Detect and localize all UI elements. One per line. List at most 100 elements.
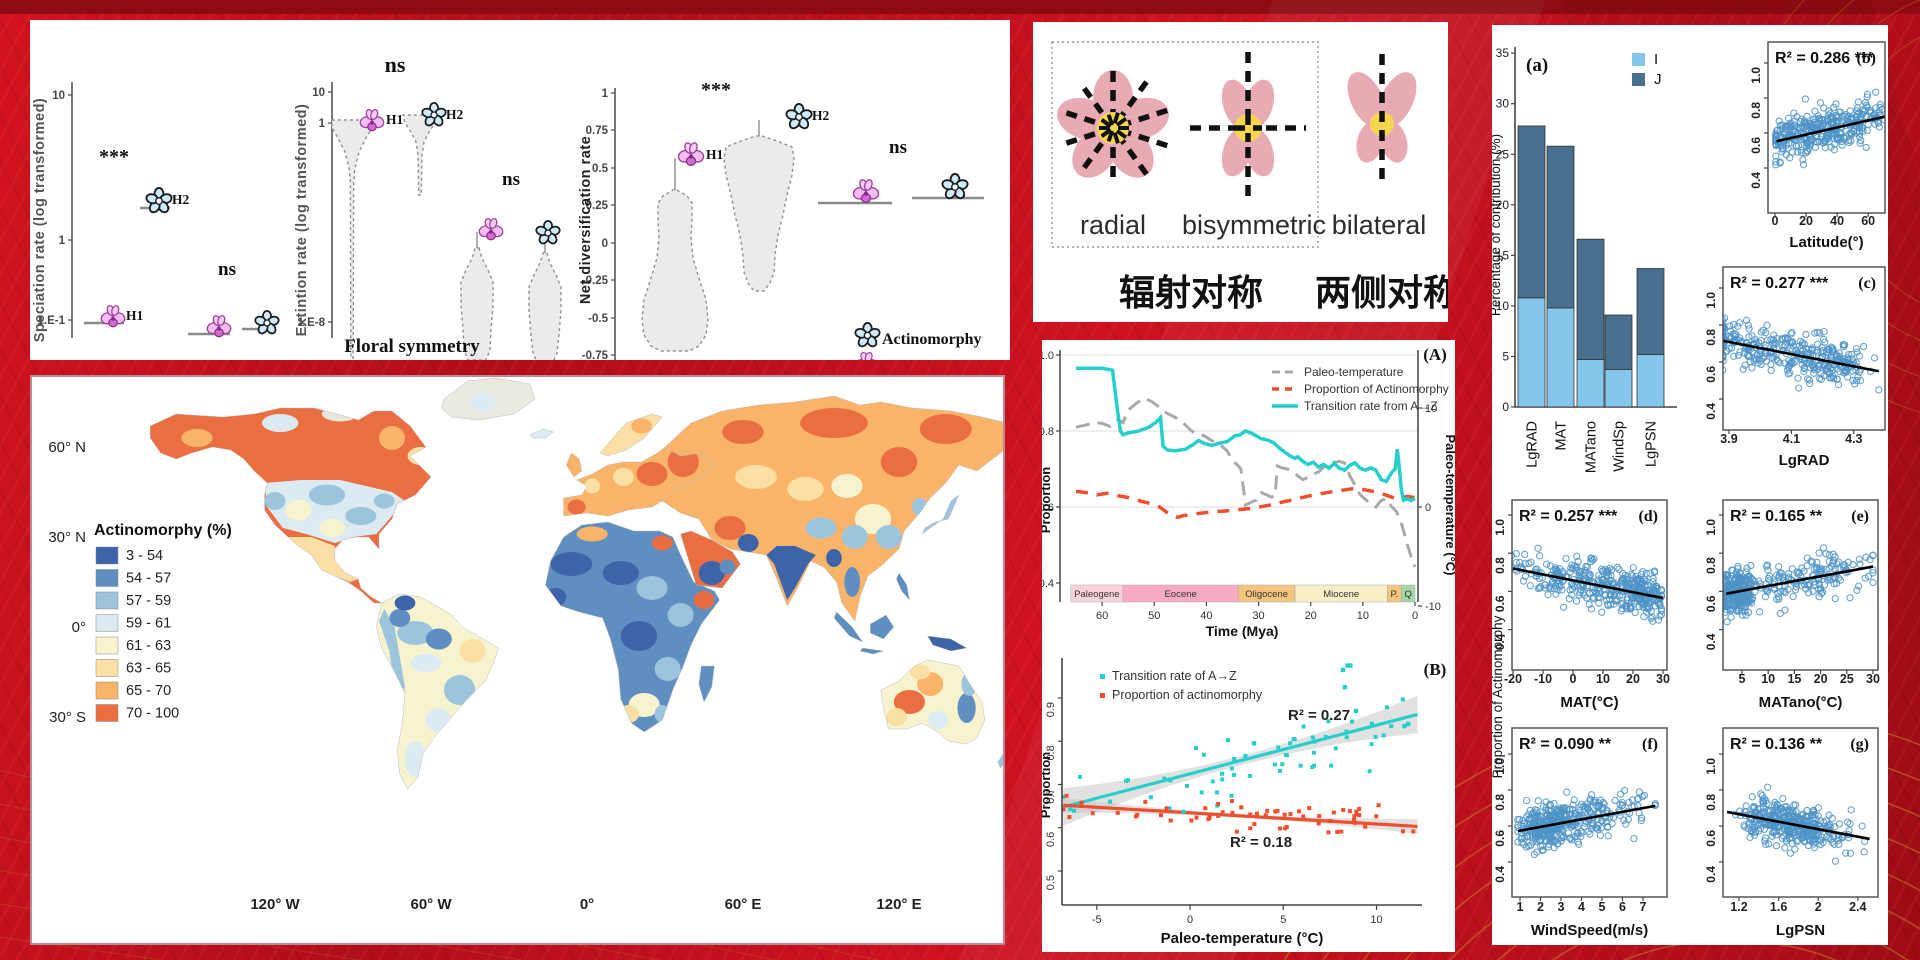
svg-text:0.6: 0.6 (1493, 595, 1507, 612)
svg-text:1.6: 1.6 (1770, 900, 1787, 914)
map-region-philippines (896, 573, 910, 600)
timeseries-A: Paleogene Eocene Oligocene Miocene P. Q 1.0 0.8… (1038, 345, 1458, 639)
svg-text:ns: ns (385, 52, 406, 77)
svg-text:H1: H1 (386, 112, 404, 127)
bar-J-LgRAD (1517, 125, 1546, 299)
scatter-e: 5 10 15 20 25 30 1.0 0.8 0.6 0.4 MATano(°C) R² = 0.… (1704, 499, 1880, 711)
map-legend-label: 61 - 63 (126, 638, 171, 654)
map-region-madagascar (698, 666, 715, 702)
svg-text:10: 10 (1596, 672, 1610, 686)
svg-text:5: 5 (1502, 349, 1509, 363)
svg-text:0.6: 0.6 (1704, 830, 1718, 847)
scatter-xlabel: LgRAD (1779, 452, 1830, 469)
map-legend-swatch (95, 569, 119, 587)
bar-I-LgPSN (1636, 354, 1665, 408)
symmetry-label: bilateral (1332, 210, 1427, 240)
bar-I-MATano (1576, 359, 1605, 408)
svg-text:2: 2 (1815, 900, 1822, 914)
svg-text:10: 10 (1370, 914, 1382, 926)
svg-text:0.8: 0.8 (1045, 745, 1057, 760)
bar-legend-label: J (1654, 71, 1662, 88)
svg-text:10: 10 (1496, 299, 1510, 313)
svg-text:25: 25 (1496, 147, 1510, 161)
scatter-d: -20 -10 0 10 20 30 1.0 0.8 0.6 0.4 MAT(°C) R² = 0.2… (1493, 499, 1670, 711)
bar-legend-label: I (1654, 51, 1658, 68)
map-legend-title: Actinomorphy (%) (94, 522, 232, 539)
map-legend-swatch (95, 636, 119, 655)
svg-text:10: 10 (1425, 403, 1437, 415)
svg-text:0: 0 (1502, 400, 1509, 414)
A-legend-label: Proportion of Actinomorphy (1304, 382, 1449, 396)
svg-text:10: 10 (1357, 610, 1369, 622)
violin-figure-panel: 10 1 1.E-1 Speciation rate (log transformed… (30, 20, 1010, 377)
svg-text:0.6: 0.6 (1704, 595, 1718, 612)
timeseries-B: 0.9 0.8 0.7 0.6 0.5 -5 0 5 10 Paleo-temperature (… (1038, 658, 1446, 947)
svg-text:1.0: 1.0 (1493, 758, 1507, 775)
svg-text:35: 35 (1496, 46, 1510, 60)
svg-text:60: 60 (1096, 610, 1108, 622)
svg-text:0: 0 (1570, 672, 1577, 686)
svg-text:-0.25: -0.25 (582, 275, 609, 287)
svg-text:0.8: 0.8 (1493, 794, 1507, 811)
svg-text:30: 30 (1656, 672, 1670, 686)
svg-text:1: 1 (602, 88, 609, 100)
map-region-java (860, 648, 884, 654)
map-xtick: 60° W (410, 896, 452, 913)
map-content: 60° N 30° N 0° 30° S 120° W 60° W 0° 60° E 120° … (48, 377, 1051, 913)
svg-text:25: 25 (1840, 672, 1854, 686)
svg-text:15: 15 (1787, 672, 1801, 686)
svg-text:0: 0 (602, 238, 608, 250)
scatter-shared-ylabel: Proportion of Actinomorphy (1492, 615, 1505, 778)
svg-text:0.25: 0.25 (586, 200, 609, 212)
svg-text:H2: H2 (446, 107, 464, 122)
scatter-panel-label: (b) (1856, 50, 1876, 67)
svg-text:10: 10 (1761, 672, 1775, 686)
svg-text:0.6: 0.6 (1704, 366, 1718, 383)
svg-text:0: 0 (1412, 610, 1418, 622)
svg-text:0.9: 0.9 (1045, 702, 1057, 717)
svg-text:1: 1 (319, 118, 326, 130)
map-legend-label: 3 - 54 (126, 548, 163, 564)
svg-text:0.4: 0.4 (1749, 172, 1763, 189)
scatter-xlabel: WindSpeed(m/s) (1531, 922, 1648, 939)
svg-text:0.6: 0.6 (1045, 832, 1057, 847)
bar-legend-swatch (1632, 73, 1645, 86)
svg-text:20: 20 (1814, 672, 1828, 686)
svg-text:30: 30 (1496, 97, 1510, 111)
scatter-r2: R² = 0.277 *** (1730, 275, 1829, 292)
A-legend-label: Transition rate from A→Z (1304, 399, 1438, 413)
svg-text:0: 0 (1187, 914, 1193, 926)
svg-text:ns: ns (889, 137, 907, 158)
scatter-r2: R² = 0.090 ** (1519, 736, 1612, 753)
svg-text:0.4: 0.4 (1493, 866, 1507, 883)
svg-text:Net diversification rate: Net diversification rate (578, 136, 594, 304)
symmetry-chinese-label: 两侧对称 (1315, 272, 1448, 313)
bar-I-LgRAD (1517, 297, 1546, 408)
svg-text:50: 50 (1148, 610, 1160, 622)
scatter-panel-label: (g) (1850, 736, 1869, 753)
scatter-b: 0 20 40 60 1.0 0.8 0.6 0.4 Latitude(°) R² = 0.286… (1749, 41, 1886, 251)
svg-text:1.E-1: 1.E-1 (38, 315, 66, 327)
svg-text:-0.75: -0.75 (582, 350, 609, 360)
svg-text:10: 10 (52, 90, 65, 102)
svg-text:1.0: 1.0 (1749, 67, 1763, 84)
svg-text:0.4: 0.4 (1704, 866, 1718, 883)
svg-text:40: 40 (1200, 610, 1212, 622)
svg-text:3: 3 (1558, 900, 1565, 914)
svg-text:Extintion rate (log transforme: Extintion rate (log transformed) (294, 104, 310, 337)
svg-text:0.7: 0.7 (1045, 789, 1057, 804)
svg-text:0.8: 0.8 (1493, 557, 1507, 574)
svg-text:0.4: 0.4 (1704, 403, 1718, 420)
svg-text:Speciation rate (log transform: Speciation rate (log transformed) (32, 98, 48, 343)
map-region-asia (662, 396, 1050, 621)
svg-text:2: 2 (1537, 900, 1544, 914)
A-ylabel-left: Proportion (1042, 467, 1053, 533)
svg-text:0.8: 0.8 (1042, 426, 1054, 438)
timeseries-figure: Paleogene Eocene Oligocene Miocene P. Q 1.0 0.8… (1038, 345, 1458, 947)
B-r2-label: R² = 0.27 (1288, 707, 1350, 724)
map-region-arabia (680, 531, 741, 588)
svg-text:10: 10 (312, 87, 325, 99)
scatter-panel-label: (f) (1642, 736, 1658, 753)
